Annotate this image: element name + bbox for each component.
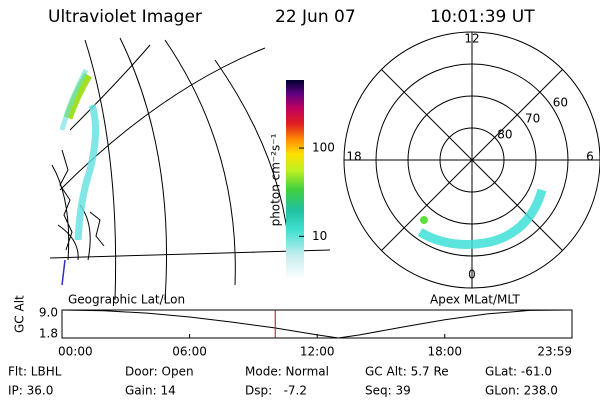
info-text: Flt: LBHL xyxy=(8,365,62,379)
polar-spokes xyxy=(344,32,600,288)
lat-ring xyxy=(375,63,569,257)
colorbar-tick-label: 10 xyxy=(312,229,327,243)
x-tick-label: 06:00 xyxy=(172,345,207,359)
x-tick-label: 18:00 xyxy=(427,345,462,359)
info-text: Gain: 14 xyxy=(125,384,176,398)
polar-label: Apex MLat/MLT xyxy=(430,293,520,307)
info-text: Seq: 39 xyxy=(365,384,411,398)
info-text: Mode: Normal xyxy=(245,365,329,379)
mlt-label: 12 xyxy=(464,32,479,46)
time: 10:01:39 UT xyxy=(430,7,535,27)
altitude-label: GC Alt xyxy=(13,295,27,333)
polar-outer xyxy=(343,31,600,289)
info-text: IP: 36.0 xyxy=(8,384,53,398)
map-image xyxy=(49,37,331,301)
info-text: GLon: 238.0 xyxy=(485,384,558,398)
info-text: Dsp: -7.2 xyxy=(245,384,307,398)
polar-emission xyxy=(417,188,547,249)
x-tick-label: 00:00 xyxy=(58,345,93,359)
date: 22 Jun 07 xyxy=(275,7,356,27)
x-tick-label: 23:59 xyxy=(537,345,572,359)
lat-label: 60 xyxy=(553,96,568,110)
map-label: Geographic Lat/Lon xyxy=(68,293,185,307)
altitude-frame xyxy=(61,309,573,339)
colorbar xyxy=(286,80,304,280)
y-tick-label: 9.0 xyxy=(39,306,58,320)
colorbar-tick-label: 100 xyxy=(312,141,335,155)
title: Ultraviolet Imager xyxy=(48,7,202,27)
mlt-label: 0 xyxy=(468,268,476,282)
lat-ring xyxy=(407,95,537,225)
y-tick-label: 1.8 xyxy=(39,327,58,341)
x-tick-label: 12:00 xyxy=(300,345,335,359)
info-text: GC Alt: 5.7 Re xyxy=(365,365,449,379)
mlt-label: 6 xyxy=(586,150,594,164)
lat-ring xyxy=(439,127,505,193)
colorbar-label: photon cm⁻²s⁻¹ xyxy=(269,133,283,226)
info-text: GLat: -61.0 xyxy=(485,365,552,379)
lat-label: 70 xyxy=(525,112,540,126)
mlt-label: 18 xyxy=(346,150,361,164)
lat-label: 80 xyxy=(497,128,512,142)
altitude-line xyxy=(61,309,573,339)
info-text: Door: Open xyxy=(125,365,194,379)
